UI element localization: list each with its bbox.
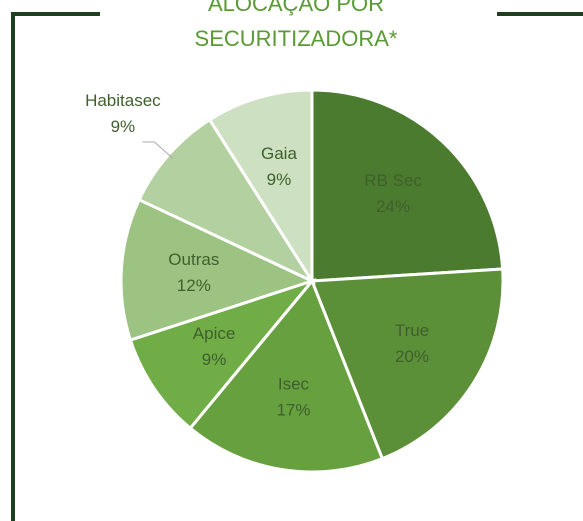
slice-label: True: [395, 321, 429, 340]
slice-value: 9%: [267, 170, 292, 189]
slice-label: RB Sec: [364, 171, 422, 190]
pie-slice: [119, 197, 317, 342]
slice-value: 20%: [395, 347, 429, 366]
slice-value: 24%: [376, 197, 410, 216]
slice-label: Gaia: [261, 144, 297, 163]
pie-slice: [207, 88, 314, 287]
pie-slice: [128, 277, 317, 431]
slice-value: 9%: [111, 117, 136, 136]
slice-label: Apice: [193, 324, 236, 343]
pie-slice: [188, 278, 385, 474]
slice-value: 9%: [202, 350, 227, 369]
pie-slice: [310, 88, 505, 283]
chart-title: ALOCAÇÃO POR SECURITIZADORA*: [194, 0, 398, 51]
slice-label: Habitasec: [85, 91, 161, 110]
pie-slice: [309, 267, 505, 461]
slice-value: 12%: [177, 276, 211, 295]
slice-label: Isec: [278, 374, 310, 393]
slice-label: Outras: [168, 250, 219, 269]
leader-line: [142, 141, 174, 159]
slice-value: 17%: [276, 400, 310, 419]
